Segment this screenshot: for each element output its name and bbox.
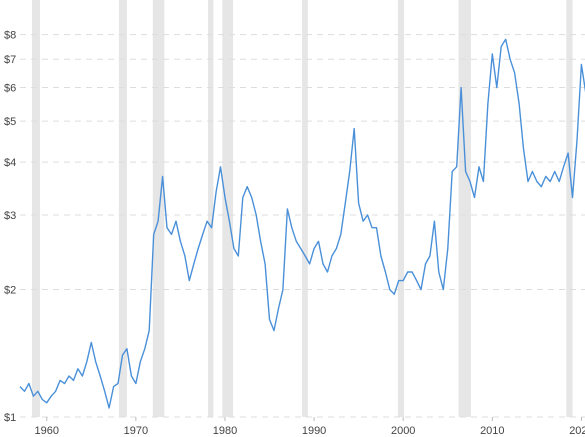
price-line [19,38,585,409]
x-tick-label: 1990 [302,425,326,437]
x-tick-label: 2000 [391,425,415,437]
y-tick-label: $5 [4,116,16,128]
y-tick-label: $3 [4,210,16,222]
x-tick-label: 2020 [569,425,585,437]
recession-band [32,0,41,417]
y-tick-label: $6 [4,83,16,95]
recession-band [152,0,165,417]
x-tick-label: 1970 [124,425,148,437]
y-tick-label: $8 [4,30,16,42]
recession-band [566,0,573,417]
y-tick-label: $1 [4,412,16,424]
y-tick-label: $4 [4,157,16,169]
recession-band [302,0,308,417]
y-tick-label: $7 [4,54,16,66]
recession-band [397,0,405,417]
y-tick-label: $2 [4,285,16,297]
recession-band [118,0,127,417]
x-tick-label: 1980 [213,425,237,437]
x-tick-label: 1960 [34,425,58,437]
recession-band [458,0,471,417]
recession-band [208,0,214,417]
x-tick-label: 2010 [480,425,504,437]
